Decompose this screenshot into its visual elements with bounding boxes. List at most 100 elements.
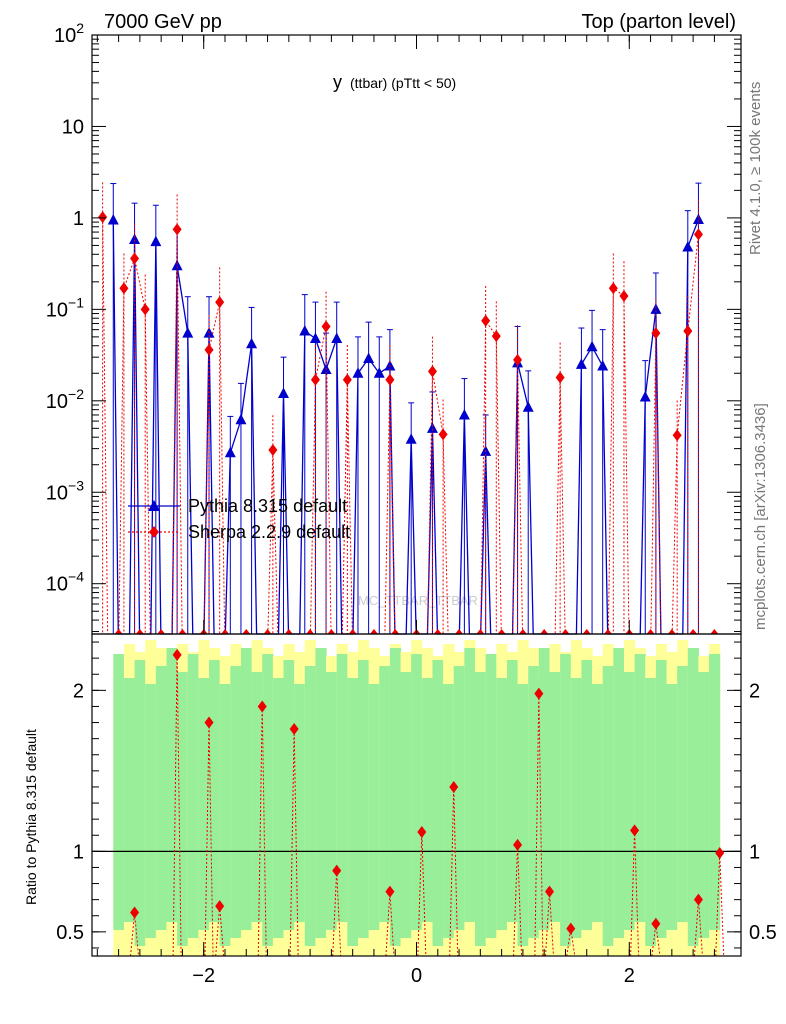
band-inner-bin xyxy=(528,666,540,938)
sherpa-ratio-point xyxy=(566,922,576,935)
legend-pythia-marker xyxy=(148,500,160,511)
main-ytick-base: 10 xyxy=(46,574,68,596)
ratio-dash-down xyxy=(719,852,725,957)
band-inner-bin xyxy=(113,654,125,930)
sherpa-ratio-point xyxy=(257,700,267,713)
pythia-point xyxy=(224,446,236,458)
band-inner-bin xyxy=(283,660,295,930)
band-inner-bin xyxy=(677,666,689,922)
pythia-point xyxy=(235,413,247,425)
band-inner-bin xyxy=(592,684,604,922)
sherpa-point xyxy=(481,314,491,327)
pythia-point xyxy=(352,367,364,378)
band-inner-bin xyxy=(347,678,359,946)
main-series xyxy=(98,182,719,635)
band-inner-bin xyxy=(187,654,199,938)
floor-marker xyxy=(348,629,357,634)
main-ytick-exp: −2 xyxy=(68,386,84,402)
ratio-dash-down xyxy=(219,906,225,957)
band-inner-bin xyxy=(645,678,657,946)
band-inner-bin xyxy=(602,666,614,946)
sherpa-point xyxy=(491,330,501,343)
ratio-ytick-label: 1 xyxy=(73,841,84,863)
ratio-dash-up xyxy=(257,706,263,957)
sherpa-ratio-point xyxy=(534,687,544,700)
band-inner-bin xyxy=(432,660,444,946)
ratio-dash-up xyxy=(289,728,295,957)
pythia-point xyxy=(107,213,119,225)
floor-marker xyxy=(518,629,527,634)
ratio-dash-up xyxy=(715,852,721,957)
main-ytick-base: 1 xyxy=(73,208,84,230)
sherpa-ratio-point xyxy=(544,885,554,898)
main-ytick-exp: −1 xyxy=(68,294,84,310)
main-ytick-base: 10 xyxy=(46,482,68,504)
xtick-label: −2 xyxy=(192,965,215,987)
ratio-uncertainty-band xyxy=(92,640,741,956)
floor-marker xyxy=(327,629,336,634)
ratio-series xyxy=(130,648,725,957)
ratio-ylabel: Ratio to Pythia 8.315 default xyxy=(23,729,39,905)
sherpa-ratio-point xyxy=(130,906,140,919)
ratio-dash-up xyxy=(385,891,391,957)
band-inner-bin xyxy=(155,666,167,930)
sherpa-ratio-point xyxy=(204,716,214,729)
pythia-point xyxy=(363,352,375,364)
band-inner-bin xyxy=(219,684,231,946)
main-ytick-label: 10 xyxy=(62,116,84,138)
band-inner-bin xyxy=(655,660,668,938)
pythia-point xyxy=(150,235,162,247)
band-inner-bin xyxy=(251,672,263,922)
floor-marker xyxy=(561,629,570,634)
sherpa-point xyxy=(513,353,523,366)
band-inner-bin xyxy=(400,672,412,938)
ratio-dash-up xyxy=(130,912,136,957)
main-ytick-label: 10−4 xyxy=(46,569,84,596)
sherpa-point xyxy=(140,303,150,316)
band-inner-bin xyxy=(517,684,529,946)
ratio-dash-down xyxy=(293,728,299,957)
ratio-ytick-label: 2 xyxy=(73,680,84,702)
legend-pythia-label: Pythia 8.315 default xyxy=(188,496,347,516)
sherpa-ratio-point xyxy=(651,917,661,930)
floor-marker xyxy=(433,629,442,634)
band-inner-bin xyxy=(709,654,721,930)
main-ytick-label: 10−2 xyxy=(46,386,84,413)
mcplots-label: mcplots.cern.ch [arXiv:1306.3436] xyxy=(752,403,769,630)
main-ytick-exp: −4 xyxy=(68,569,84,585)
sherpa-ratio-point xyxy=(289,722,299,735)
header-right: Top (parton level) xyxy=(581,11,736,33)
pythia-point xyxy=(522,401,534,412)
main-ytick-label: 10−1 xyxy=(46,294,84,321)
floor-marker xyxy=(114,629,123,634)
band-inner-bin xyxy=(230,666,242,938)
ratio-ytick-label-right: 0.5 xyxy=(749,922,777,944)
band-inner-bin xyxy=(421,678,433,922)
band-inner-bin xyxy=(485,654,497,938)
floor-marker xyxy=(263,629,272,634)
floor-marker xyxy=(455,629,464,634)
ratio-ytick-label: 0.5 xyxy=(56,922,84,944)
ratio-dash-up xyxy=(204,722,210,957)
main-ytick-exp: −3 xyxy=(68,477,84,493)
ratio-dash-up xyxy=(651,923,657,957)
band-inner-bin xyxy=(453,666,465,930)
band-inner-bin xyxy=(315,648,327,938)
band-inner-bin xyxy=(581,660,593,930)
band-inner-bin xyxy=(145,684,157,938)
pythia-point xyxy=(278,387,290,399)
ratio-dash-down xyxy=(655,923,661,957)
band-inner-bin xyxy=(538,648,550,930)
floor-marker xyxy=(369,629,378,634)
band-inner-bin xyxy=(687,648,699,946)
pythia-point xyxy=(458,408,470,420)
main-ytick-base: 10 xyxy=(46,391,68,413)
band-inner-bin xyxy=(304,666,316,946)
floor-marker xyxy=(497,629,506,634)
floor-marker xyxy=(135,629,144,634)
band-inner-bin xyxy=(464,648,476,922)
band-inner-bin xyxy=(549,672,561,922)
sherpa-point xyxy=(651,327,661,340)
sherpa-point xyxy=(130,252,140,265)
